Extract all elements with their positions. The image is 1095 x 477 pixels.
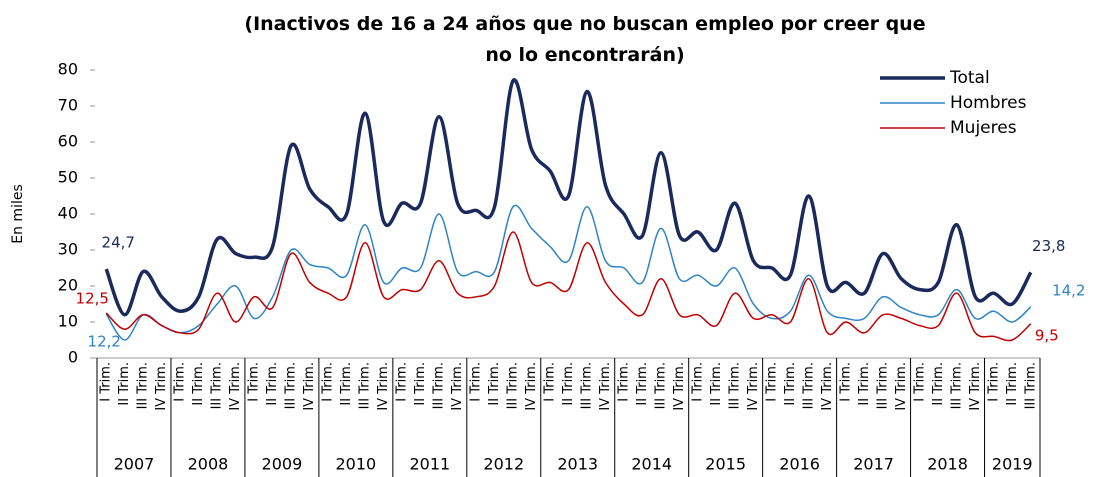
year-label: 2008	[188, 455, 229, 474]
y-tick-label: 20	[58, 276, 78, 295]
year-label: 2009	[262, 455, 303, 474]
x-tick-label: I Trim.	[764, 362, 779, 402]
x-tick-label: II Trim.	[191, 362, 206, 406]
year-label: 2012	[483, 455, 524, 474]
x-tick-label: IV Trim.	[672, 362, 687, 411]
x-tick-label: IV Trim.	[450, 362, 465, 411]
x-tick-label: IV Trim.	[302, 362, 317, 411]
legend-label: Mujeres	[950, 118, 1017, 138]
data-label: 24,7	[102, 234, 135, 252]
x-tick-label: III Trim.	[358, 362, 373, 409]
year-label: 2016	[779, 455, 820, 474]
x-tick-label: II Trim.	[117, 362, 132, 406]
year-label: 2014	[631, 455, 672, 474]
x-tick-label: II Trim.	[931, 362, 946, 406]
year-label: 2015	[705, 455, 746, 474]
x-tick-label: IV Trim.	[968, 362, 983, 411]
x-tick-label: I Trim.	[912, 362, 927, 402]
x-tick-label: II Trim.	[339, 362, 354, 406]
x-tick-label: IV Trim.	[154, 362, 169, 411]
x-tick-label: II Trim.	[709, 362, 724, 406]
data-label: 9,5	[1035, 326, 1059, 344]
x-tick-label: II Trim.	[635, 362, 650, 406]
x-tick-label: I Trim.	[173, 362, 188, 402]
y-tick-label: 10	[58, 312, 78, 331]
year-label: 2019	[992, 455, 1033, 474]
x-tick-label: III Trim.	[284, 362, 299, 409]
x-tick-label: IV Trim.	[746, 362, 761, 411]
x-tick-label: III Trim.	[653, 362, 668, 409]
x-tick-label: II Trim.	[265, 362, 280, 406]
y-tick-label: 40	[58, 204, 78, 223]
year-label: 2010	[336, 455, 377, 474]
series-line	[104, 78, 1033, 317]
x-tick-label: I Trim.	[99, 362, 114, 402]
x-tick-label: I Trim.	[543, 362, 558, 402]
series-line	[105, 231, 1032, 342]
x-tick-label: II Trim.	[561, 362, 576, 406]
x-tick-label: I Trim.	[616, 362, 631, 402]
x-tick-label: IV Trim.	[820, 362, 835, 411]
x-tick-label: III Trim.	[727, 362, 742, 409]
x-tick-label: IV Trim.	[598, 362, 613, 411]
x-tick-label: IV Trim.	[524, 362, 539, 411]
x-tick-label: III Trim.	[136, 362, 151, 409]
y-tick-label: 70	[58, 96, 78, 115]
x-tick-label: II Trim.	[857, 362, 872, 406]
year-label: 2011	[409, 455, 450, 474]
x-tick-label: III Trim.	[506, 362, 521, 409]
x-tick-label: III Trim.	[1023, 362, 1038, 409]
x-tick-label: I Trim.	[321, 362, 336, 402]
x-tick-label: I Trim.	[986, 362, 1001, 402]
year-label: 2007	[114, 455, 155, 474]
x-tick-label: III Trim.	[579, 362, 594, 409]
x-tick-label: I Trim.	[838, 362, 853, 402]
y-tick-label: 0	[68, 348, 78, 367]
x-tick-label: I Trim.	[395, 362, 410, 402]
x-tick-label: II Trim.	[487, 362, 502, 406]
year-label: 2017	[853, 455, 894, 474]
series-line	[105, 204, 1032, 341]
data-label: 12,2	[88, 333, 121, 351]
year-label: 2018	[927, 455, 968, 474]
x-tick-label: IV Trim.	[228, 362, 243, 411]
y-tick-label: 30	[58, 240, 78, 259]
data-label: 23,8	[1032, 237, 1065, 255]
x-tick-label: II Trim.	[413, 362, 428, 406]
y-tick-label: 80	[58, 60, 78, 79]
x-tick-label: III Trim.	[801, 362, 816, 409]
x-tick-label: I Trim.	[690, 362, 705, 402]
x-tick-label: III Trim.	[875, 362, 890, 409]
x-tick-label: I Trim.	[469, 362, 484, 402]
x-tick-label: IV Trim.	[894, 362, 909, 411]
y-tick-label: 60	[58, 132, 78, 151]
x-tick-label: III Trim.	[432, 362, 447, 409]
x-tick-label: IV Trim.	[376, 362, 391, 411]
x-tick-label: III Trim.	[210, 362, 225, 409]
data-label: 14,2	[1052, 281, 1085, 299]
legend-label: Hombres	[950, 93, 1027, 113]
y-tick-label: 50	[58, 168, 78, 187]
x-tick-label: I Trim.	[247, 362, 262, 402]
x-tick-label: III Trim.	[949, 362, 964, 409]
x-tick-label: II Trim.	[783, 362, 798, 406]
chart-title: (Inactivos de 16 a 24 años que no buscan…	[244, 13, 925, 66]
y-axis-label: En miles	[10, 184, 26, 244]
data-label: 12,5	[76, 290, 109, 308]
legend-label: Total	[949, 68, 990, 88]
year-label: 2013	[557, 455, 598, 474]
x-tick-label: II Trim.	[1005, 362, 1020, 406]
